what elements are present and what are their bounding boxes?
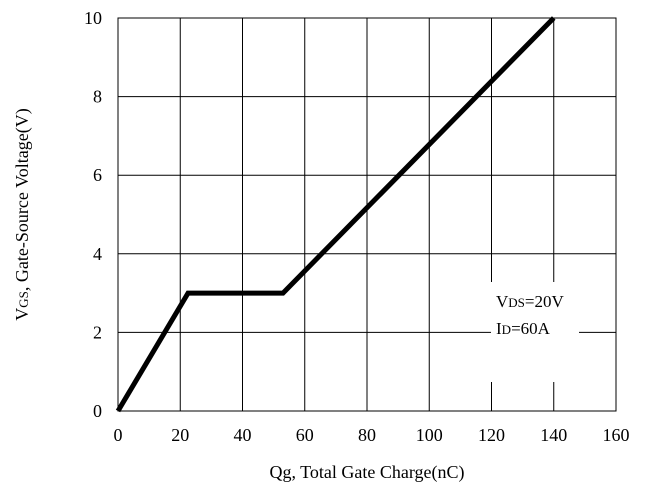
x-tick-label: 160 bbox=[603, 425, 630, 445]
x-tick-label: 60 bbox=[296, 425, 314, 445]
x-tick-label: 120 bbox=[478, 425, 505, 445]
series-line bbox=[115, 16, 556, 413]
y-tick-label: 8 bbox=[93, 87, 102, 107]
annotation-vds: VDS=20V bbox=[496, 292, 564, 311]
plot-frame bbox=[117, 17, 617, 412]
x-tick-label: 100 bbox=[416, 425, 443, 445]
x-tick-labels: 0 20 40 60 80 100 120 140 160 bbox=[114, 425, 630, 445]
y-tick-label: 6 bbox=[93, 165, 102, 185]
annotation-id: ID=60A bbox=[496, 319, 551, 338]
y-tick-labels: 0 2 4 6 8 10 bbox=[84, 8, 102, 421]
y-tick-label: 4 bbox=[93, 244, 102, 264]
y-tick-label: 10 bbox=[84, 8, 102, 28]
y-tick-label: 0 bbox=[93, 401, 102, 421]
x-tick-label: 40 bbox=[234, 425, 252, 445]
x-axis-label: Qg, Total Gate Charge(nC) bbox=[269, 462, 464, 483]
x-tick-label: 80 bbox=[358, 425, 376, 445]
x-tick-label: 20 bbox=[171, 425, 189, 445]
x-tick-label: 0 bbox=[114, 425, 123, 445]
series-group bbox=[115, 16, 556, 413]
y-axis-label: VGS, Gate-Source Voltage(V) bbox=[12, 108, 33, 320]
x-tick-label: 140 bbox=[540, 425, 567, 445]
y-tick-label: 2 bbox=[93, 322, 102, 342]
annotation-background bbox=[491, 282, 579, 382]
